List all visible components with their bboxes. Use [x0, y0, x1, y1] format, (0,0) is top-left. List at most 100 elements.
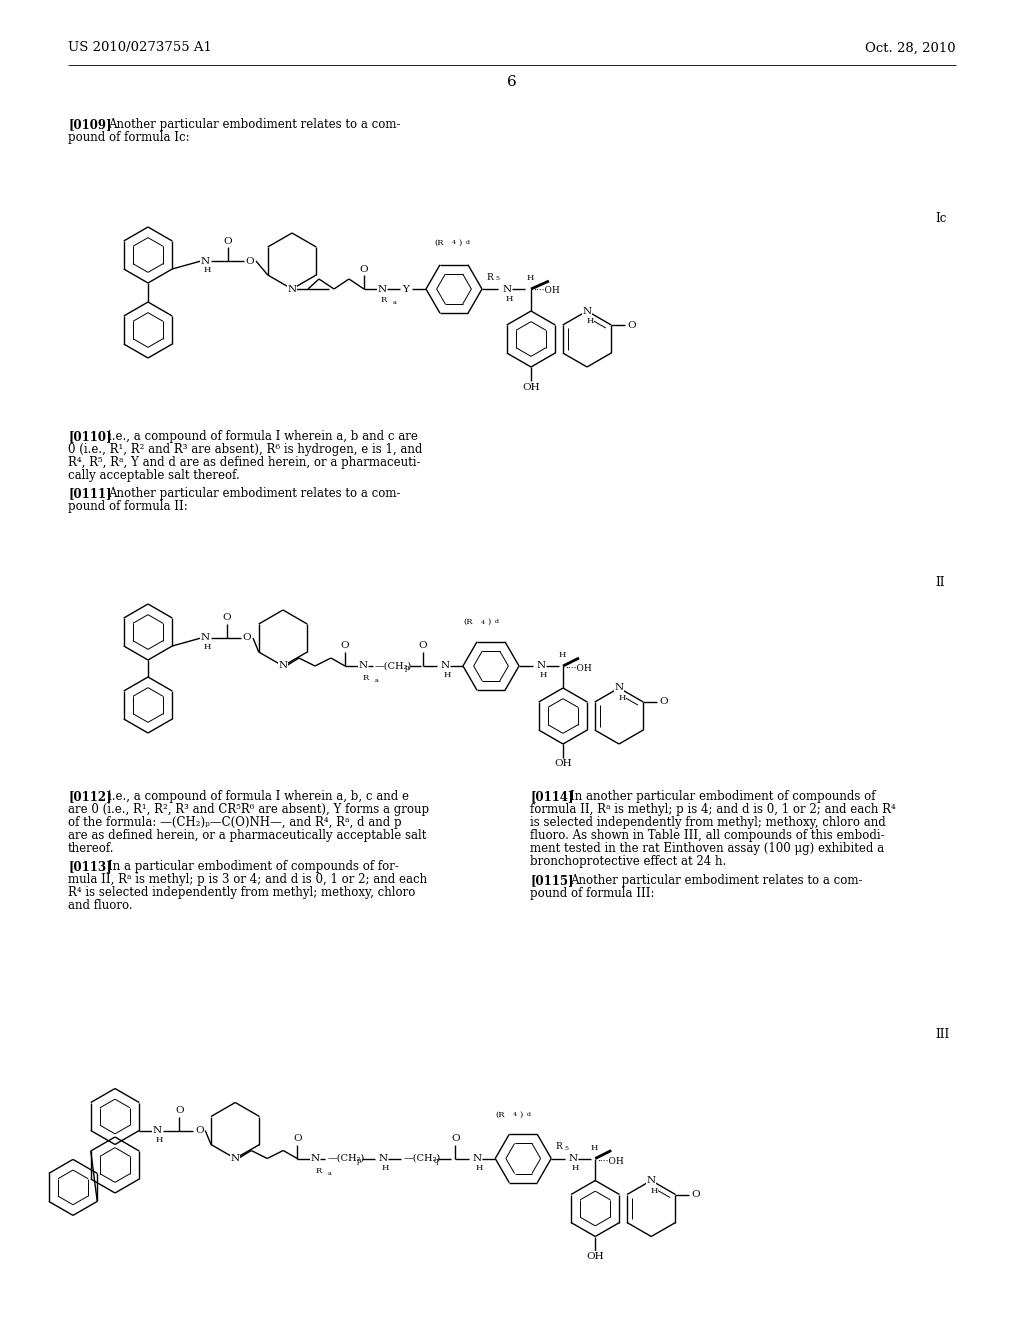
Text: ): ) [458, 239, 461, 247]
Text: a: a [393, 301, 396, 305]
Text: pound of formula III:: pound of formula III: [530, 887, 654, 900]
Text: H: H [650, 1187, 658, 1195]
Text: O: O [246, 256, 254, 265]
Text: O: O [419, 642, 427, 651]
Text: H: H [558, 651, 565, 659]
Text: ····OH: ····OH [565, 664, 592, 673]
Text: [0113]: [0113] [68, 861, 112, 873]
Text: d: d [466, 240, 470, 246]
Text: ment tested in the rat Einthoven assay (100 μg) exhibited a: ment tested in the rat Einthoven assay (… [530, 842, 884, 855]
Text: II: II [935, 576, 944, 589]
Text: H: H [587, 317, 594, 325]
Text: 4: 4 [481, 619, 485, 624]
Text: mula II, Rᵃ is methyl; p is 3 or 4; and d is 0, 1 or 2; and each: mula II, Rᵃ is methyl; p is 3 or 4; and … [68, 873, 427, 886]
Text: N: N [279, 661, 288, 671]
Text: Another particular embodiment relates to a com-: Another particular embodiment relates to… [570, 874, 862, 887]
Text: —(CH₂): —(CH₂) [328, 1154, 365, 1163]
Text: and fluoro.: and fluoro. [68, 899, 133, 912]
Text: N: N [440, 661, 450, 671]
Text: pound of formula Ic:: pound of formula Ic: [68, 131, 189, 144]
Text: H: H [204, 267, 211, 275]
Text: p: p [406, 664, 410, 672]
Text: H: H [443, 671, 451, 678]
Text: H: H [156, 1135, 163, 1143]
Text: [0112]: [0112] [68, 789, 112, 803]
Text: N: N [379, 1154, 388, 1163]
Text: 5: 5 [564, 1146, 568, 1151]
Text: ): ) [519, 1110, 522, 1118]
Text: N: N [473, 1154, 482, 1163]
Text: [0114]: [0114] [530, 789, 573, 803]
Text: In a particular embodiment of compounds of for-: In a particular embodiment of compounds … [108, 861, 399, 873]
Text: bronchoprotective effect at 24 h.: bronchoprotective effect at 24 h. [530, 855, 726, 869]
Text: In another particular embodiment of compounds of: In another particular embodiment of comp… [570, 789, 876, 803]
Text: a: a [375, 678, 379, 684]
Text: R: R [362, 675, 369, 682]
Text: N: N [568, 1154, 578, 1163]
Text: H: H [204, 643, 211, 651]
Text: ····OH: ····OH [534, 286, 560, 294]
Text: R: R [315, 1167, 322, 1175]
Text: N: N [614, 684, 624, 693]
Text: R: R [555, 1142, 562, 1151]
Text: H: H [505, 294, 513, 304]
Text: R⁴ is selected independently from methyl; methoxy, chloro: R⁴ is selected independently from methyl… [68, 886, 416, 899]
Text: O: O [627, 321, 636, 330]
Text: N: N [537, 661, 546, 671]
Text: O: O [175, 1106, 183, 1115]
Text: N: N [503, 285, 512, 293]
Text: O: O [293, 1134, 301, 1143]
Text: O: O [658, 697, 668, 706]
Text: OH: OH [554, 759, 571, 768]
Text: ····OH: ····OH [597, 1156, 624, 1166]
Text: formula II, Rᵃ is methyl; p is 4; and d is 0, 1 or 2; and each R⁴: formula II, Rᵃ is methyl; p is 4; and d … [530, 803, 896, 816]
Text: N: N [310, 1154, 319, 1163]
Text: a: a [328, 1171, 331, 1176]
Text: 6: 6 [507, 75, 517, 88]
Text: Ic: Ic [935, 211, 946, 224]
Text: O: O [341, 642, 349, 651]
Text: OH: OH [522, 383, 540, 392]
Text: R⁴, R⁵, Rᵃ, Y and d are as defined herein, or a pharmaceuti-: R⁴, R⁵, Rᵃ, Y and d are as defined herei… [68, 455, 421, 469]
Text: 5: 5 [495, 276, 499, 281]
Text: H: H [540, 671, 547, 678]
Text: (R: (R [464, 618, 473, 626]
Text: O: O [359, 264, 369, 273]
Text: i.e., a compound of formula I wherein a, b and c are: i.e., a compound of formula I wherein a,… [108, 430, 418, 444]
Text: are 0 (i.e., R¹, R², R³ and CR⁵R⁶ are absent), Y forms a group: are 0 (i.e., R¹, R², R³ and CR⁵R⁶ are ab… [68, 803, 429, 816]
Text: III: III [935, 1028, 949, 1041]
Text: H: H [382, 1163, 389, 1172]
Text: H: H [475, 1163, 483, 1172]
Text: p: p [357, 1156, 361, 1164]
Text: N: N [583, 306, 592, 315]
Text: N: N [153, 1126, 162, 1135]
Text: of the formula: —(CH₂)ₚ—C(O)NH—, and R⁴, Rᵃ, d and p: of the formula: —(CH₂)ₚ—C(O)NH—, and R⁴,… [68, 816, 401, 829]
Text: [0109]: [0109] [68, 117, 112, 131]
Text: 4: 4 [452, 240, 456, 246]
Text: O: O [243, 634, 251, 643]
Text: N: N [647, 1176, 655, 1185]
Text: H: H [526, 275, 534, 282]
Text: are as defined herein, or a pharmaceutically acceptable salt: are as defined herein, or a pharmaceutic… [68, 829, 426, 842]
Text: O: O [222, 614, 231, 623]
Text: OH: OH [587, 1251, 604, 1261]
Text: O: O [691, 1191, 699, 1199]
Text: thereof.: thereof. [68, 842, 115, 855]
Text: 0 (i.e., R¹, R² and R³ are absent), R⁶ is hydrogen, e is 1, and: 0 (i.e., R¹, R² and R³ are absent), R⁶ i… [68, 444, 422, 455]
Text: N: N [288, 285, 297, 293]
Text: O: O [223, 236, 232, 246]
Text: Another particular embodiment relates to a com-: Another particular embodiment relates to… [108, 487, 400, 500]
Text: N: N [378, 285, 387, 293]
Text: Y: Y [402, 285, 410, 293]
Text: d: d [527, 1111, 531, 1117]
Text: cally acceptable salt thereof.: cally acceptable salt thereof. [68, 469, 240, 482]
Text: —(CH₂): —(CH₂) [375, 661, 413, 671]
Text: —(CH₂): —(CH₂) [403, 1154, 440, 1163]
Text: R: R [381, 296, 387, 304]
Text: 4: 4 [513, 1111, 517, 1117]
Text: US 2010/0273755 A1: US 2010/0273755 A1 [68, 41, 212, 54]
Text: is selected independently from methyl; methoxy, chloro and: is selected independently from methyl; m… [530, 816, 886, 829]
Text: Oct. 28, 2010: Oct. 28, 2010 [865, 41, 956, 54]
Text: [0115]: [0115] [530, 874, 573, 887]
Text: N: N [201, 634, 210, 643]
